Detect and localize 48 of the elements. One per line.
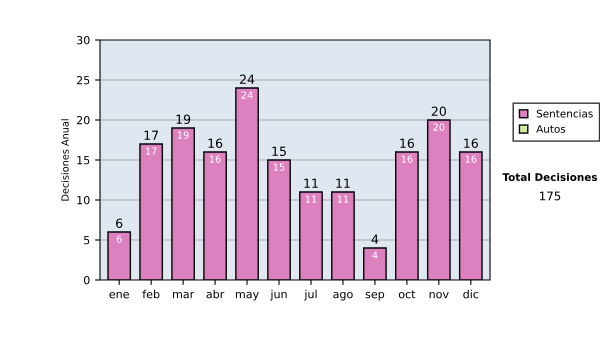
total-label: 24 [240,74,254,84]
data-label: 4 [372,252,378,259]
total-label: 17 [144,130,158,140]
total-label: 6 [116,218,122,228]
y-tick-label: 10 [77,196,90,204]
text: 175 [540,192,560,200]
data-label: 16 [402,155,412,163]
total-label: 16 [208,138,222,148]
data-label: 11 [338,196,348,203]
data-label: 16 [210,155,221,163]
x-tick-label: ene [109,292,129,298]
data-label: 19 [178,131,189,139]
x-tick-label: ago [333,292,353,300]
data-label: 17 [146,148,156,155]
x-tick-label: dic [463,290,478,298]
total-label: 16 [464,138,478,148]
total-label: 16 [400,138,414,148]
x-tick-label: sep [366,292,384,300]
total-label: 15 [272,146,286,156]
x-tick-label: jul [304,290,317,300]
data-label: 20 [433,123,444,131]
y-tick-label: 0 [84,276,90,284]
y-tick-label: 20 [76,116,90,124]
y-tick-label: 5 [84,236,90,244]
x-tick-label: abr [206,290,224,298]
total-label: 11 [336,178,350,188]
x-tick-label: jun [270,290,287,300]
total-label: 19 [176,114,190,124]
x-tick-label: mar [173,292,194,298]
y-axis-title: Decisiones Anual [61,119,69,201]
x-tick-label: may [236,292,259,300]
total-label: 20 [432,106,446,116]
total-label: 4 [372,234,378,244]
y-tick-label: 25 [76,76,90,84]
y-tick-label: 30 [76,36,90,44]
x-tick-label: feb [142,290,160,298]
data-label: 16 [466,155,476,163]
data-label: 15 [274,164,284,171]
total-label: 11 [304,178,318,188]
x-tick-label: nov [430,292,449,298]
data-label: 24 [242,91,253,99]
y-tick-label: 15 [77,156,90,164]
legend-label: Autos [536,125,566,133]
data-label: 6 [116,235,122,243]
data-label: 11 [306,196,316,203]
text: Total Decisiones [502,172,598,182]
x-tick-label: oct [398,290,416,298]
legend-label: Sentencias [536,109,593,118]
